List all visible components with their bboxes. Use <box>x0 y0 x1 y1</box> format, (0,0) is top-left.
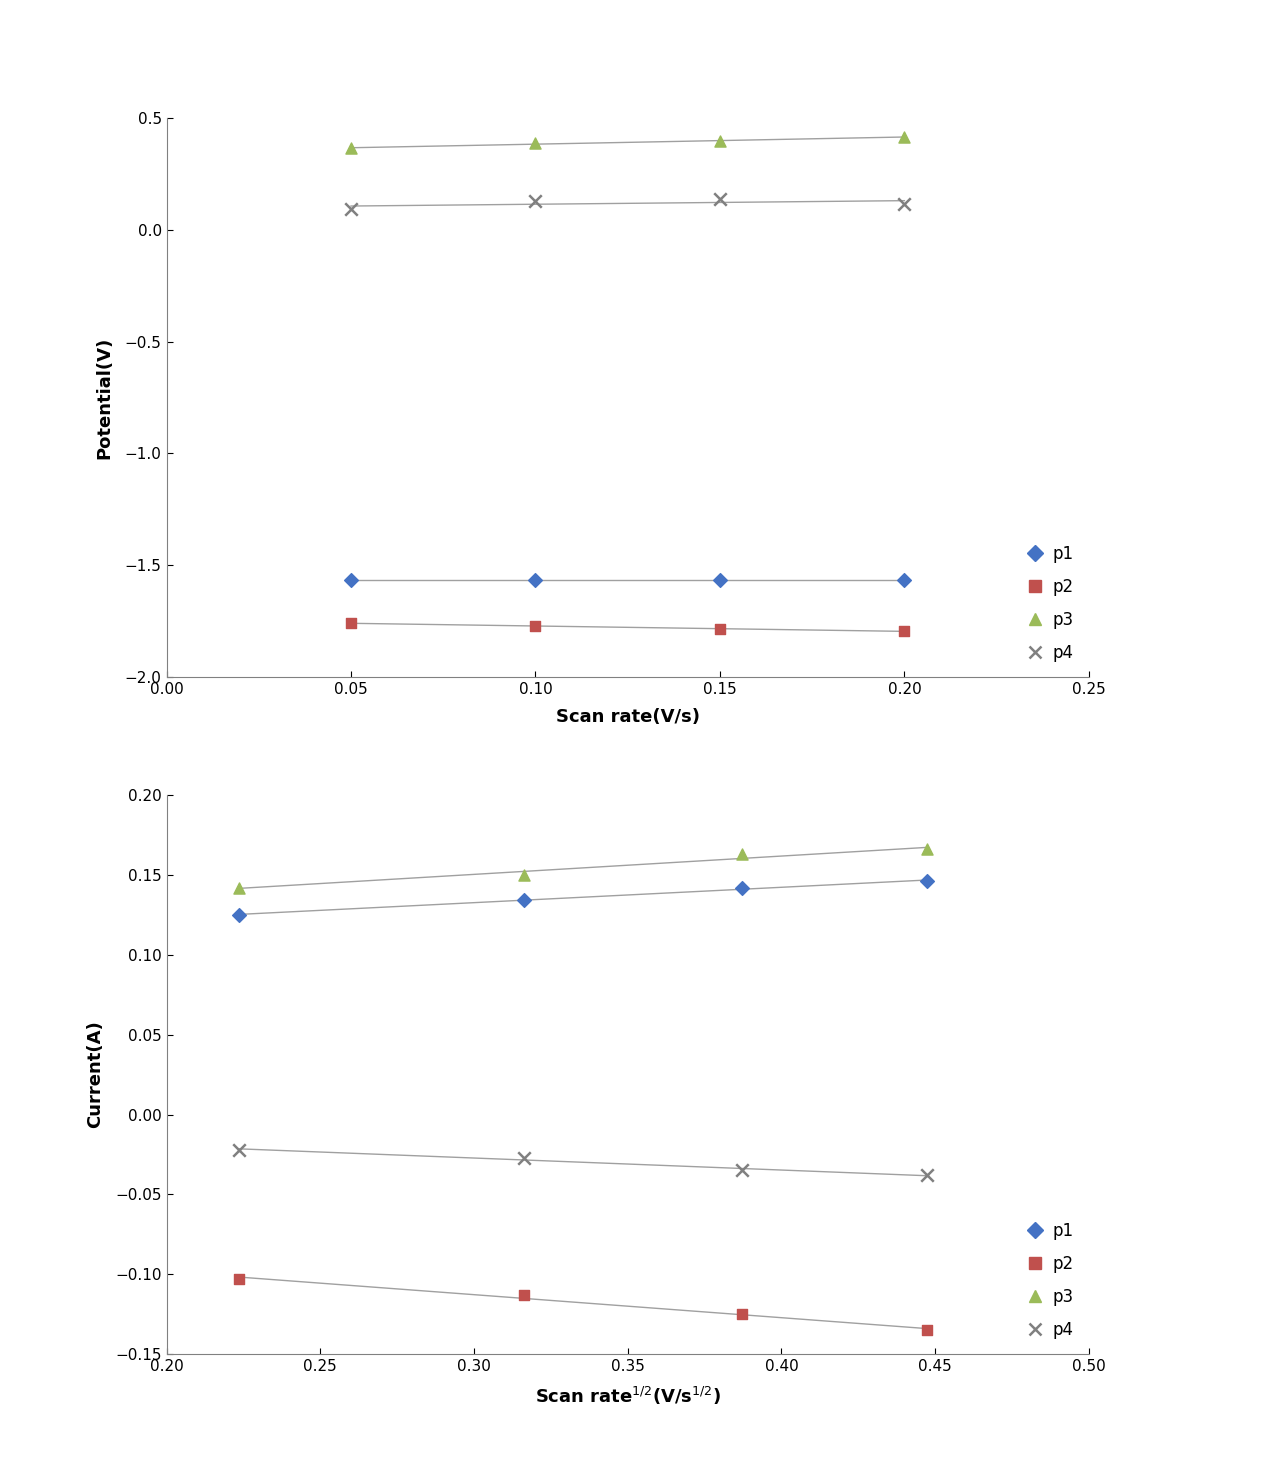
Point <box>894 125 915 149</box>
Point <box>916 870 936 894</box>
Point <box>341 612 361 636</box>
Point <box>229 876 250 899</box>
Legend: p1, p2, p3, p4: p1, p2, p3, p4 <box>1025 1216 1080 1345</box>
Point <box>525 131 546 155</box>
Point <box>341 568 361 592</box>
Point <box>341 137 361 160</box>
Y-axis label: Current(A): Current(A) <box>86 1020 104 1129</box>
X-axis label: Scan rate$^{1/2}$(V/s$^{1/2}$): Scan rate$^{1/2}$(V/s$^{1/2}$) <box>534 1385 721 1407</box>
Point <box>229 1138 250 1161</box>
Point <box>733 842 753 866</box>
Point <box>514 863 534 886</box>
Point <box>916 838 936 861</box>
Point <box>710 568 730 592</box>
Legend: p1, p2, p3, p4: p1, p2, p3, p4 <box>1025 539 1080 668</box>
Point <box>514 1145 534 1169</box>
Point <box>916 1319 936 1342</box>
Point <box>733 1303 753 1326</box>
Point <box>710 187 730 210</box>
Point <box>894 568 915 592</box>
Point <box>514 1284 534 1307</box>
Point <box>525 568 546 592</box>
Point <box>514 889 534 913</box>
X-axis label: Scan rate(V/s): Scan rate(V/s) <box>556 708 699 726</box>
Point <box>229 902 250 926</box>
Point <box>916 1163 936 1186</box>
Point <box>525 188 546 212</box>
Point <box>525 614 546 637</box>
Point <box>229 1267 250 1291</box>
Point <box>710 130 730 153</box>
Point <box>894 193 915 216</box>
Point <box>894 620 915 643</box>
Point <box>733 1158 753 1182</box>
Point <box>733 876 753 899</box>
Point <box>710 617 730 640</box>
Y-axis label: Potential(V): Potential(V) <box>96 336 114 459</box>
Point <box>341 197 361 221</box>
